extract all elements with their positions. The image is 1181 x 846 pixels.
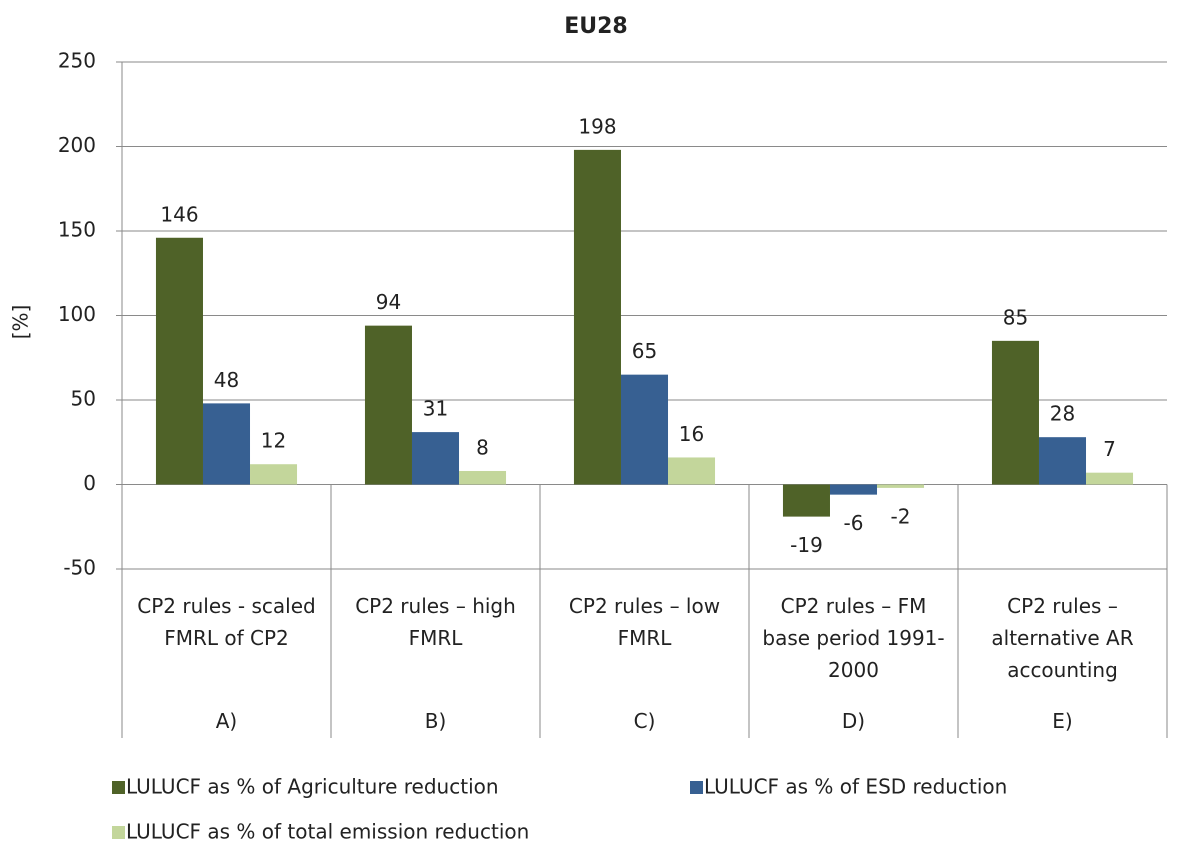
- value-label: 146: [160, 202, 198, 226]
- legend-swatch: [112, 826, 125, 839]
- value-label: -6: [844, 511, 864, 535]
- x-tick-label: CP2 rules - scaled FMRL of CP2: [137, 594, 316, 650]
- value-label: 28: [1050, 402, 1075, 426]
- bar: [202, 403, 251, 485]
- x-tick-label: CP2 rules – low FMRL: [568, 594, 721, 650]
- y-tick-label: 250: [58, 49, 96, 73]
- value-label: -19: [790, 533, 823, 557]
- value-label: 198: [578, 114, 616, 138]
- x-tick-label: CP2 rules – alternative AR accounting: [991, 594, 1134, 682]
- group-label: B): [424, 709, 447, 733]
- legend-label: LULUCF as % of Agriculture reduction: [126, 775, 499, 799]
- value-label: 16: [679, 422, 704, 446]
- bar: [1038, 437, 1087, 485]
- y-tick-label: 100: [58, 302, 96, 326]
- bar: [155, 237, 203, 485]
- value-label: 12: [261, 429, 286, 453]
- bar: [364, 325, 412, 485]
- legend-label: LULUCF as % of ESD reduction: [704, 775, 1007, 799]
- value-label: 94: [376, 290, 401, 314]
- legend-swatch: [690, 781, 703, 794]
- y-tick-label: -50: [63, 556, 96, 580]
- value-label: -2: [891, 504, 911, 528]
- value-label: 31: [423, 397, 448, 421]
- bar: [250, 464, 298, 485]
- y-tick-label: 50: [71, 387, 96, 411]
- y-tick-label: 200: [58, 133, 96, 157]
- bar: [620, 374, 669, 485]
- bar: [573, 149, 621, 485]
- y-tick-label: 150: [58, 218, 96, 242]
- x-tick-label: CP2 rules – high FMRL: [355, 594, 516, 650]
- bar: [668, 457, 716, 485]
- value-label: 65: [632, 339, 657, 363]
- legend-label: LULUCF as % of total emission reduction: [126, 820, 529, 844]
- group-label: C): [633, 709, 656, 733]
- value-label: 8: [476, 435, 489, 459]
- bar: [411, 432, 460, 485]
- bar: [991, 340, 1039, 485]
- y-tick-label: 0: [83, 471, 96, 495]
- value-label: 48: [214, 368, 239, 392]
- y-axis-label: [%]: [9, 305, 33, 340]
- value-label: 7: [1103, 437, 1116, 461]
- bar: [829, 484, 878, 495]
- group-label: E): [1052, 709, 1073, 733]
- bar: [1086, 472, 1134, 485]
- bar: [782, 484, 830, 517]
- value-label: 85: [1003, 305, 1028, 329]
- chart-title: EU28: [564, 14, 628, 39]
- x-tick-label: CP2 rules – FM base period 1991-2000: [762, 594, 945, 682]
- bar: [459, 470, 507, 485]
- group-label: A): [215, 709, 238, 733]
- bar: [877, 484, 925, 488]
- group-label: D): [841, 709, 866, 733]
- legend-swatch: [112, 781, 125, 794]
